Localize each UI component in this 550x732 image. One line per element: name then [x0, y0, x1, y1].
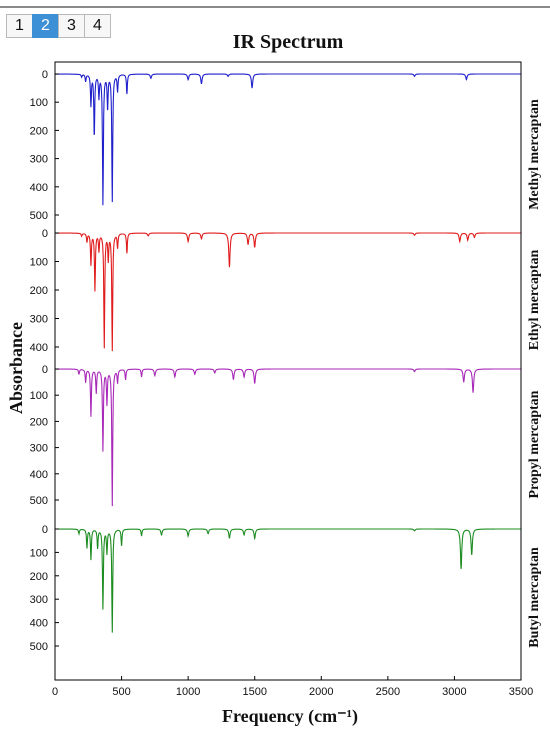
y-tick-label: 200: [30, 125, 48, 137]
x-tick-label: 2500: [376, 686, 400, 698]
y-tick-label: 0: [42, 524, 48, 536]
panel-1: 0 100 200 300 400 500 Methyl mercaptan: [30, 69, 542, 222]
y-axis-label: Absorbance: [6, 322, 26, 414]
panel-2: 0 100 200 300 400 Ethyl mercaptan: [30, 228, 542, 354]
y-tick-label: 500: [30, 210, 48, 222]
y-tick-label: 400: [30, 618, 48, 630]
chart-title: IR Spectrum: [233, 31, 344, 53]
y-tick-label: 200: [30, 285, 48, 297]
tab-3[interactable]: 3: [58, 14, 85, 38]
series-label-4: Butyl mercaptan: [527, 547, 542, 648]
y-tick-label: 0: [42, 228, 48, 240]
x-tick-label: 0: [52, 686, 58, 698]
y-tick-label: 400: [30, 342, 48, 354]
y-tick-label: 500: [30, 641, 48, 653]
y-tick-label: 100: [30, 97, 48, 109]
x-tick-label: 3000: [442, 686, 466, 698]
tab-1[interactable]: 1: [6, 14, 33, 38]
y-tick-label: 0: [42, 364, 48, 376]
tab-4[interactable]: 4: [84, 14, 111, 38]
series-label-3: Propyl mercaptan: [527, 390, 542, 498]
x-tick-label: 1000: [176, 686, 200, 698]
plot-frame: [54, 61, 522, 681]
y-tick-label: 500: [30, 495, 48, 507]
series-line-2: [55, 232, 521, 352]
series-line-4: [55, 528, 521, 633]
series-line-1: [55, 73, 521, 206]
y-tick-label: 400: [30, 182, 48, 194]
x-axis-label: Frequency (cm⁻¹): [222, 706, 358, 727]
y-tick-label: 100: [30, 257, 48, 269]
chart-panels: 0 100 200 300 400 500 Methyl mercaptan 0 100 200 3…: [30, 69, 542, 653]
x-axis: 0 500 1000 1500 2000 2500 3000 3500: [52, 676, 533, 698]
y-tick-label: 300: [30, 443, 48, 455]
y-tick-label: 200: [30, 571, 48, 583]
top-divider: [0, 6, 550, 8]
series-line-3: [55, 368, 521, 507]
y-tick-label: 300: [30, 154, 48, 166]
y-tick-label: 300: [30, 594, 48, 606]
y-tick-label: 100: [30, 547, 48, 559]
x-tick-label: 2000: [309, 686, 333, 698]
x-tick-label: 1500: [242, 686, 266, 698]
y-tick-label: 0: [42, 69, 48, 81]
x-tick-label: 3500: [509, 686, 533, 698]
y-tick-label: 200: [30, 416, 48, 428]
y-tick-label: 300: [30, 314, 48, 326]
y-tick-label: 400: [30, 469, 48, 481]
x-tick-label: 500: [112, 686, 130, 698]
series-label-2: Ethyl mercaptan: [527, 250, 542, 351]
series-label-1: Methyl mercaptan: [527, 99, 542, 210]
page-tabs: 1 2 3 4: [6, 14, 111, 38]
panel-3: 0 100 200 300 400 500 Propyl mercaptan: [30, 364, 542, 507]
panel-4: 0 100 200 300 400 500 Butyl mercaptan: [30, 524, 542, 653]
y-tick-label: 100: [30, 390, 48, 402]
